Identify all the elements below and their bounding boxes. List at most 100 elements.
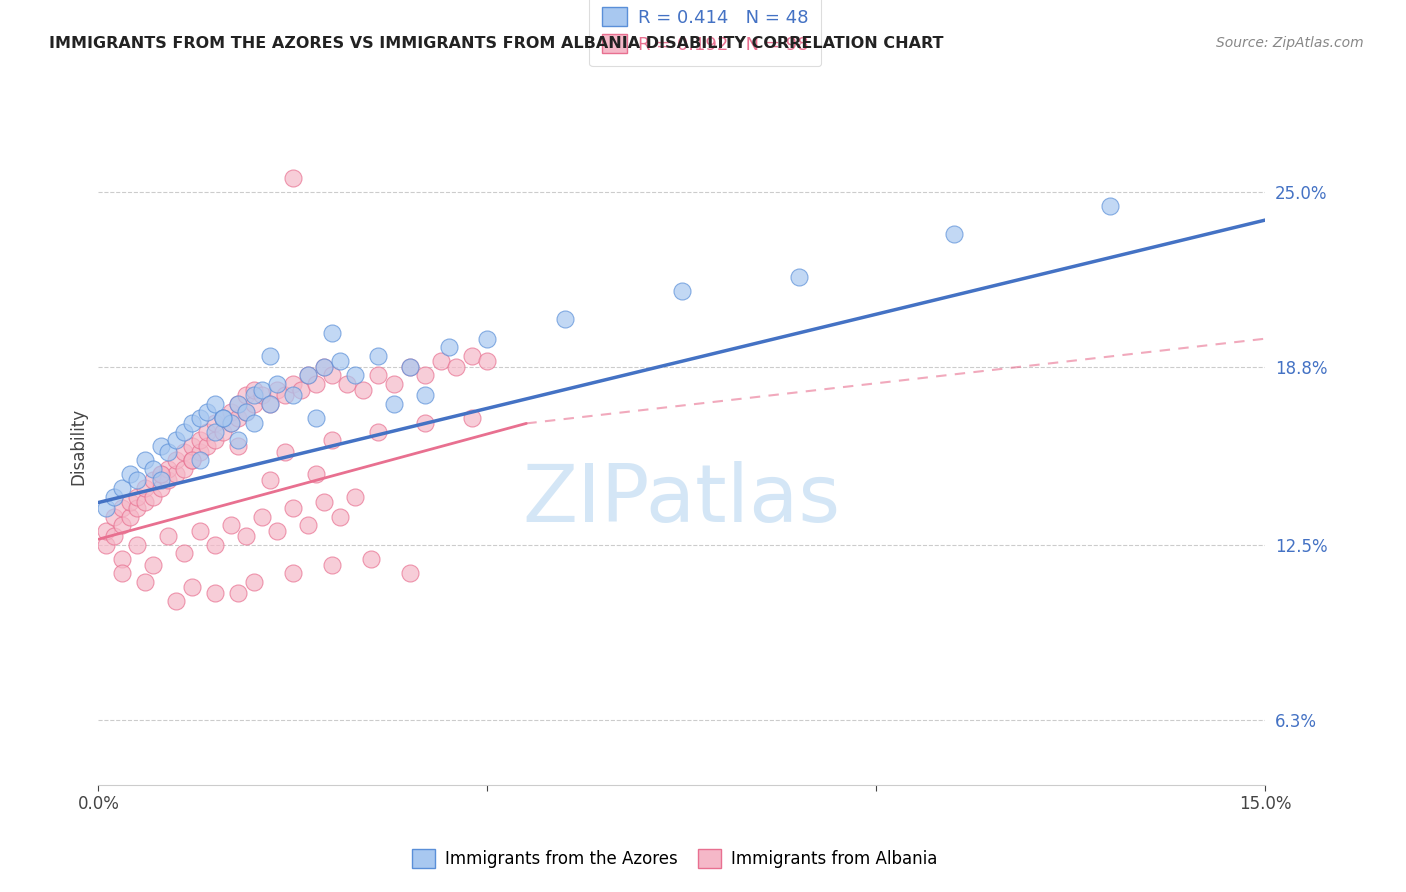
- Point: [149, 482, 172, 496]
- Point: [111, 482, 134, 496]
- Point: [142, 461, 165, 475]
- Point: [259, 349, 281, 363]
- Point: [321, 434, 343, 448]
- Point: [180, 417, 202, 431]
- Point: [173, 444, 195, 458]
- Point: [305, 467, 328, 482]
- Point: [204, 434, 226, 448]
- Point: [329, 354, 352, 368]
- Point: [413, 388, 436, 402]
- Point: [321, 368, 343, 383]
- Point: [173, 425, 195, 439]
- Point: [188, 410, 211, 425]
- Point: [180, 453, 202, 467]
- Point: [228, 410, 250, 425]
- Point: [142, 490, 165, 504]
- Point: [329, 509, 352, 524]
- Point: [204, 397, 226, 411]
- Point: [305, 410, 328, 425]
- Point: [188, 434, 211, 448]
- Point: [235, 529, 257, 543]
- Point: [477, 332, 499, 346]
- Point: [312, 359, 335, 374]
- Point: [165, 594, 187, 608]
- Point: [259, 397, 281, 411]
- Point: [235, 388, 257, 402]
- Point: [228, 397, 250, 411]
- Point: [96, 501, 118, 516]
- Point: [429, 354, 451, 368]
- Point: [219, 405, 242, 419]
- Point: [96, 524, 118, 538]
- Point: [134, 453, 156, 467]
- Point: [367, 425, 389, 439]
- Point: [204, 538, 226, 552]
- Point: [195, 425, 218, 439]
- Point: [188, 444, 211, 458]
- Point: [336, 376, 359, 391]
- Point: [157, 529, 180, 543]
- Point: [281, 170, 304, 185]
- Point: [235, 405, 257, 419]
- Point: [398, 566, 420, 581]
- Point: [228, 434, 250, 448]
- Point: [344, 368, 367, 383]
- Point: [165, 467, 187, 482]
- Point: [111, 552, 134, 566]
- Point: [195, 405, 218, 419]
- Point: [367, 368, 389, 383]
- Point: [243, 397, 266, 411]
- Point: [228, 439, 250, 453]
- Point: [461, 410, 484, 425]
- Point: [305, 376, 328, 391]
- Point: [149, 467, 172, 482]
- Point: [212, 410, 235, 425]
- Point: [943, 227, 966, 242]
- Point: [111, 501, 134, 516]
- Point: [118, 467, 141, 482]
- Point: [312, 359, 335, 374]
- Point: [157, 444, 180, 458]
- Point: [321, 326, 343, 340]
- Point: [118, 495, 141, 509]
- Point: [477, 354, 499, 368]
- Point: [398, 359, 420, 374]
- Point: [259, 397, 281, 411]
- Point: [188, 453, 211, 467]
- Legend: Immigrants from the Azores, Immigrants from Albania: Immigrants from the Azores, Immigrants f…: [405, 843, 945, 875]
- Point: [149, 467, 172, 482]
- Point: [228, 397, 250, 411]
- Legend: R = 0.414   N = 48, R = 0.192   N = 98: R = 0.414 N = 48, R = 0.192 N = 98: [589, 0, 821, 66]
- Point: [173, 546, 195, 560]
- Point: [157, 473, 180, 487]
- Point: [134, 574, 156, 589]
- Text: Source: ZipAtlas.com: Source: ZipAtlas.com: [1216, 36, 1364, 50]
- Point: [671, 284, 693, 298]
- Point: [228, 586, 250, 600]
- Point: [127, 501, 149, 516]
- Point: [165, 453, 187, 467]
- Point: [127, 538, 149, 552]
- Point: [360, 552, 382, 566]
- Point: [250, 388, 273, 402]
- Point: [437, 340, 460, 354]
- Point: [165, 434, 187, 448]
- Point: [266, 383, 288, 397]
- Point: [243, 417, 266, 431]
- Point: [118, 509, 141, 524]
- Point: [243, 574, 266, 589]
- Point: [297, 518, 319, 533]
- Point: [243, 388, 266, 402]
- Point: [111, 518, 134, 533]
- Point: [219, 417, 242, 431]
- Point: [103, 529, 125, 543]
- Point: [250, 509, 273, 524]
- Point: [367, 349, 389, 363]
- Point: [297, 368, 319, 383]
- Point: [180, 453, 202, 467]
- Point: [111, 566, 134, 581]
- Point: [461, 349, 484, 363]
- Point: [204, 425, 226, 439]
- Point: [290, 383, 312, 397]
- Point: [382, 397, 405, 411]
